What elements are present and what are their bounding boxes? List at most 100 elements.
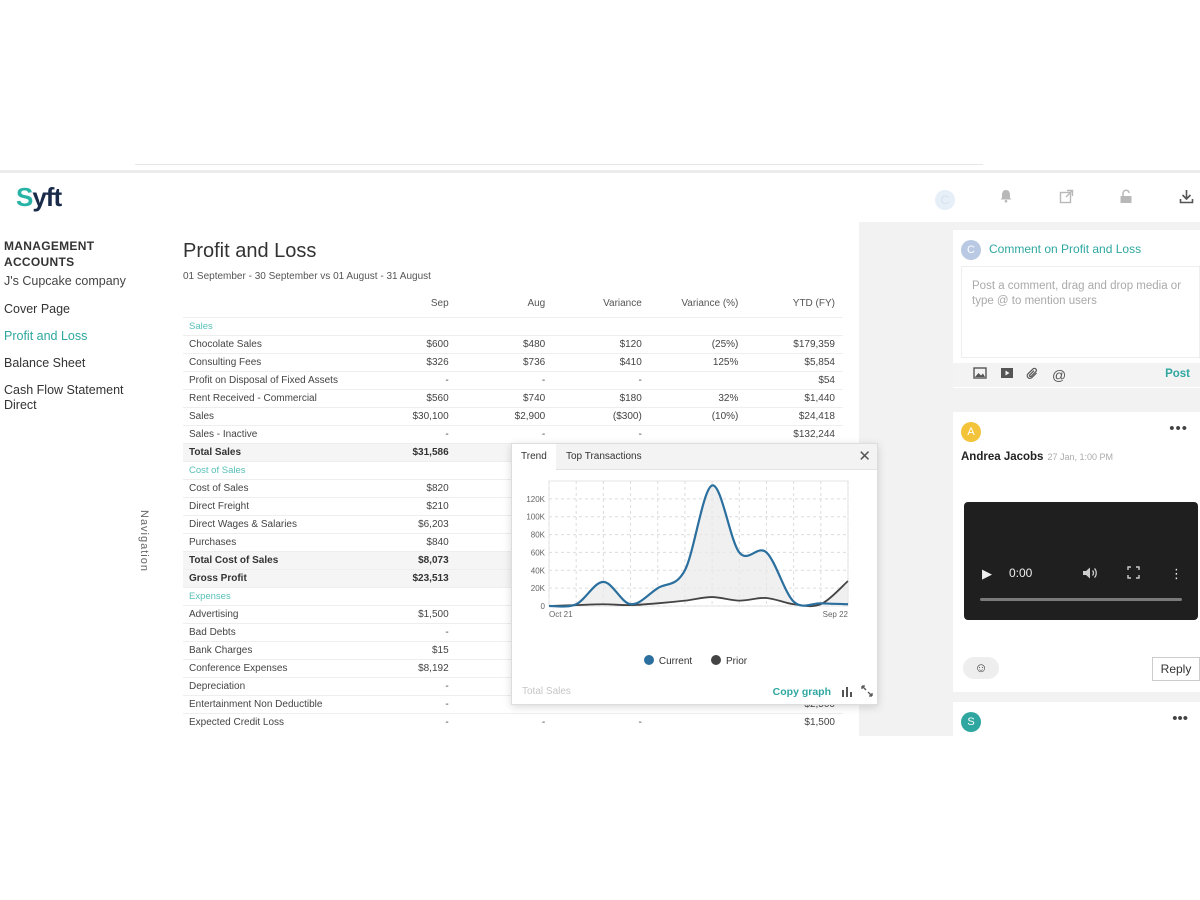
cell-value: [384, 317, 457, 336]
comments-panel: C Comment on Profit and Loss Post a comme…: [953, 222, 1200, 736]
cell-value: $840: [384, 533, 457, 552]
row-label: Total Sales: [183, 443, 385, 462]
series-line-current: [548, 484, 849, 608]
cell-value: -: [384, 371, 457, 390]
video-player[interactable]: ▶ 0:00 ⋮: [964, 502, 1198, 620]
comment-composer: C Comment on Profit and Loss Post a comme…: [953, 230, 1200, 388]
fullscreen-icon[interactable]: [1127, 566, 1140, 582]
copy-graph-button[interactable]: Copy graph: [772, 686, 831, 698]
sidebar-item-balance-sheet[interactable]: Balance Sheet: [4, 356, 86, 370]
table-header-row: Sep Aug Variance Variance (%) YTD (FY): [183, 298, 843, 318]
cell-value: -: [384, 425, 457, 444]
column-header[interactable]: Variance (%): [681, 298, 739, 309]
video-icon[interactable]: [1000, 367, 1014, 382]
more-options-icon[interactable]: •••: [1169, 420, 1188, 437]
row-label: Gross Profit: [183, 569, 385, 588]
cell-value: $179,359: [746, 335, 843, 354]
column-header[interactable]: Variance: [603, 298, 642, 309]
cell-value: $8,192: [384, 659, 457, 678]
table-row[interactable]: Chocolate Sales $600 $480 $120 (25%) $179,359: [183, 335, 843, 354]
mention-icon[interactable]: @: [1052, 367, 1067, 383]
cell-value: $740: [456, 389, 554, 408]
popup-tabs: Trend Top Transactions ✕: [512, 444, 877, 470]
legend-prior[interactable]: Prior: [711, 655, 747, 667]
column-header: [183, 298, 384, 318]
external-link-icon[interactable]: [1056, 189, 1076, 209]
cell-value: -: [456, 425, 554, 444]
sidebar-item-cover-page[interactable]: Cover Page: [4, 302, 71, 316]
tab-top-transactions[interactable]: Top Transactions: [566, 451, 642, 462]
cell-value: -: [384, 713, 457, 732]
table-row[interactable]: Sales $30,100 $2,900 ($300) (10%) $24,418: [183, 407, 843, 426]
row-label: Direct Wages & Salaries: [183, 515, 385, 534]
cell-value: $8,073: [384, 551, 457, 570]
cell-value: $23,513: [384, 569, 457, 588]
row-label: Chocolate Sales: [183, 335, 385, 354]
more-options-icon[interactable]: •••: [1172, 710, 1188, 727]
emoji-reaction-button[interactable]: ☺: [963, 657, 999, 679]
legend-current[interactable]: Current: [643, 655, 692, 667]
column-header[interactable]: Aug: [527, 298, 546, 309]
video-progress-bar[interactable]: [980, 598, 1182, 601]
row-label: Cost of Sales: [183, 479, 385, 498]
cell-value: [649, 713, 747, 732]
table-row[interactable]: Rent Received - Commercial $560 $740 $180 32…: [183, 389, 843, 408]
sidebar-item-cash-flow-statement[interactable]: Cash Flow Statement Direct: [4, 383, 124, 412]
metric-label: Total Sales: [522, 686, 571, 697]
row-label: Advertising: [183, 605, 385, 624]
cell-value: -: [384, 695, 457, 714]
cell-value: -: [456, 713, 554, 732]
bell-icon[interactable]: [996, 189, 1016, 209]
cell-value: [649, 317, 747, 336]
volume-icon[interactable]: [1082, 566, 1098, 583]
cell-value: -: [553, 713, 650, 732]
table-row[interactable]: Expected Credit Loss - - - $1,500: [183, 713, 843, 732]
x-tick-label: Sep 22: [823, 610, 849, 619]
avatar: A: [961, 422, 981, 442]
cell-value: [649, 371, 747, 390]
table-row[interactable]: Consulting Fees $326 $736 $410 125% $5,854: [183, 353, 843, 372]
comment-input[interactable]: Post a comment, drag and drop media or t…: [961, 266, 1200, 358]
tab-trend[interactable]: Trend: [512, 444, 556, 470]
row-label: Conference Expenses: [183, 659, 385, 678]
cell-value: $1,440: [746, 389, 843, 408]
y-tick-label: 120K: [526, 495, 545, 504]
cell-value: [649, 425, 747, 444]
comment-card-head: A: [961, 422, 989, 442]
legend-dot-icon: [711, 655, 721, 665]
comment-header: C Comment on Profit and Loss: [961, 240, 1141, 260]
cell-value: $560: [384, 389, 457, 408]
reply-button[interactable]: Reply: [1152, 657, 1200, 681]
play-icon[interactable]: ▶: [982, 566, 992, 581]
row-label: Rent Received - Commercial: [183, 389, 385, 408]
y-tick-label: 80K: [531, 531, 546, 540]
sidebar-item-profit-and-loss[interactable]: Profit and Loss: [4, 329, 88, 343]
navigation-toggle[interactable]: Navigation: [138, 510, 150, 572]
close-icon[interactable]: ✕: [858, 448, 871, 465]
table-row[interactable]: Sales - Inactive - - - $132,244: [183, 425, 843, 444]
video-menu-icon[interactable]: ⋮: [1170, 566, 1183, 581]
download-icon[interactable]: [1176, 189, 1196, 209]
column-header[interactable]: Sep: [430, 298, 449, 309]
row-label: Direct Freight: [183, 497, 385, 516]
post-button[interactable]: Post: [1165, 368, 1190, 380]
cell-value: $120: [553, 335, 650, 354]
series-gap-area: [549, 485, 848, 607]
comment-author: Andrea Jacobs 27 Jan, 1:00 PM: [961, 451, 1113, 463]
cell-value: $180: [553, 389, 650, 408]
cell-value: $132,244: [746, 425, 843, 444]
row-label: Entertainment Non Deductible: [183, 695, 385, 714]
column-header[interactable]: YTD (FY): [792, 298, 835, 309]
bar-chart-icon[interactable]: [841, 685, 853, 700]
unlock-icon[interactable]: [1116, 189, 1136, 209]
cell-value: -: [553, 371, 650, 390]
cell-value: -: [553, 425, 650, 444]
cell-value: [553, 317, 650, 336]
attachment-icon[interactable]: [1026, 367, 1040, 384]
syft-logo[interactable]: Syft: [16, 182, 62, 212]
table-row[interactable]: Profit on Disposal of Fixed Assets - - - $54: [183, 371, 843, 390]
user-avatar[interactable]: C: [935, 190, 955, 210]
cell-value: [384, 461, 457, 480]
image-icon[interactable]: [973, 367, 987, 382]
expand-icon[interactable]: [861, 685, 873, 700]
